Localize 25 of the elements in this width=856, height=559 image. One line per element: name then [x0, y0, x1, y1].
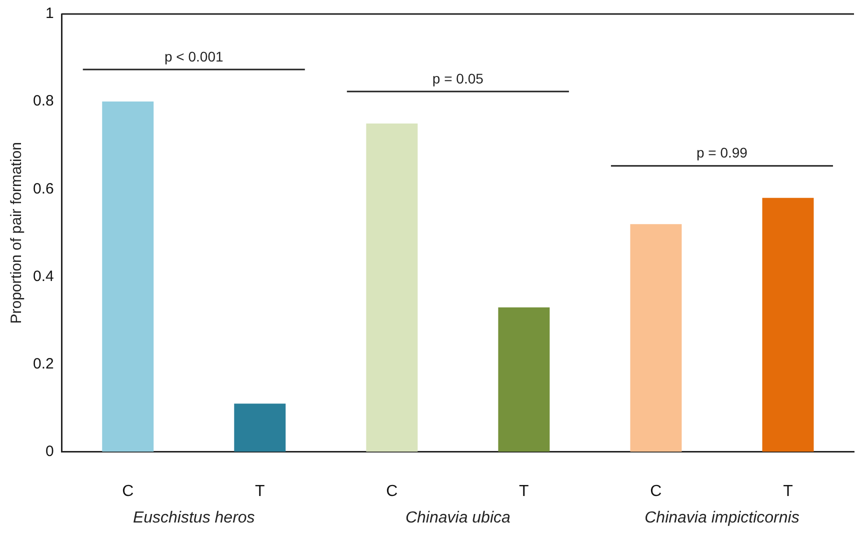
x-tick-label: T	[783, 482, 794, 500]
y-axis-title: Proportion of pair formation	[8, 142, 26, 324]
x-tick-label: C	[386, 482, 398, 500]
bar	[630, 224, 682, 452]
text: Chinavia impicticornis	[644, 509, 800, 526]
y-tick-label: 0	[46, 442, 54, 460]
annotation: p = 0.05	[432, 70, 484, 86]
bar	[234, 404, 286, 452]
x-tick-label: T	[255, 482, 265, 500]
x-tick-label: C	[650, 482, 662, 500]
bar	[498, 307, 550, 452]
annotation: p = 0.99	[696, 144, 748, 161]
x-tick-label: T	[519, 482, 530, 500]
y-tick-label: 1	[46, 5, 54, 22]
annotation: p < 0.001	[164, 48, 224, 64]
text: Euschistus heros	[132, 509, 255, 526]
y-tick-label: 0.6	[32, 180, 54, 198]
y-tick-label: 0.2	[32, 355, 54, 372]
bar	[102, 102, 154, 452]
y-tick-label: 0.8	[32, 92, 54, 110]
bar	[762, 198, 814, 452]
x-tick-label: C	[122, 482, 134, 500]
text: Chinavia ubica	[405, 509, 511, 526]
y-tick-label: 0.4	[32, 268, 54, 285]
bar	[366, 123, 418, 452]
